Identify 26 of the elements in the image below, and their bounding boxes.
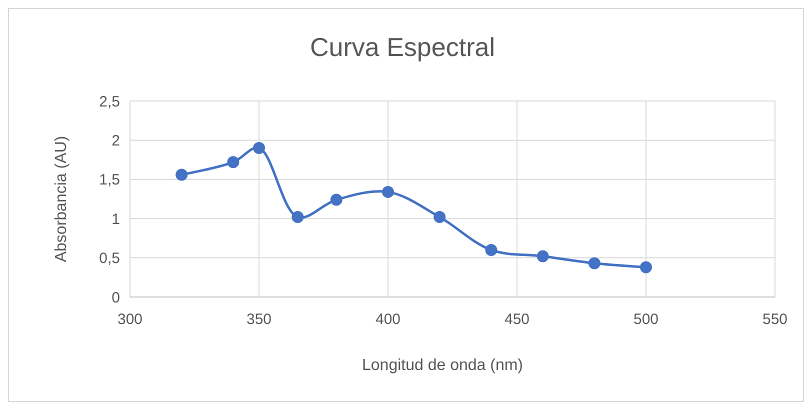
y-tick-label: 1 — [112, 210, 120, 228]
x-tick-label: 300 — [117, 311, 143, 328]
y-tick-label: 2,5 — [99, 93, 120, 110]
point — [227, 156, 240, 168]
x-tick-label: 350 — [246, 311, 272, 328]
point — [176, 168, 188, 181]
y-tick-label: 0,5 — [99, 250, 120, 268]
point — [485, 244, 498, 256]
x-tick-label: 500 — [633, 311, 659, 328]
y-tick-label: 2 — [112, 132, 120, 150]
point — [253, 142, 265, 154]
x-tick-label: 400 — [375, 311, 401, 328]
chart-title: Curva Espectral — [310, 32, 495, 62]
point — [382, 186, 394, 198]
point — [434, 211, 446, 224]
point — [330, 194, 342, 206]
y-tick-label: 1,5 — [99, 172, 120, 189]
point — [292, 211, 304, 224]
y-tick-label: 0 — [112, 289, 120, 306]
x-tick-label: 550 — [762, 311, 788, 328]
point — [640, 261, 652, 274]
x-tick-label: 450 — [504, 311, 530, 328]
x-axis-title: Longitud de onda (nm) — [362, 357, 523, 374]
y-axis-title: Absorbancia (AU) — [53, 136, 70, 262]
point — [588, 257, 600, 270]
point — [536, 250, 549, 262]
